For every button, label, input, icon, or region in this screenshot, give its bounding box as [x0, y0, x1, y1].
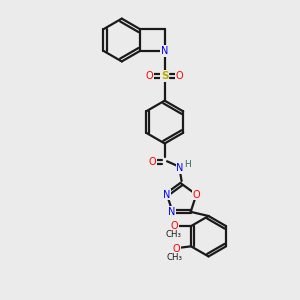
Text: CH₃: CH₃ [165, 230, 181, 239]
Text: O: O [172, 244, 180, 254]
Text: S: S [161, 71, 168, 81]
Text: O: O [148, 157, 156, 167]
Text: CH₃: CH₃ [167, 253, 183, 262]
Text: N: N [163, 190, 170, 200]
Text: O: O [171, 221, 178, 231]
Text: H: H [184, 160, 190, 169]
Text: N: N [168, 207, 175, 217]
Text: O: O [193, 190, 200, 200]
Text: N: N [161, 46, 168, 56]
Text: N: N [176, 163, 184, 173]
Text: O: O [146, 71, 154, 81]
Text: O: O [176, 71, 183, 81]
